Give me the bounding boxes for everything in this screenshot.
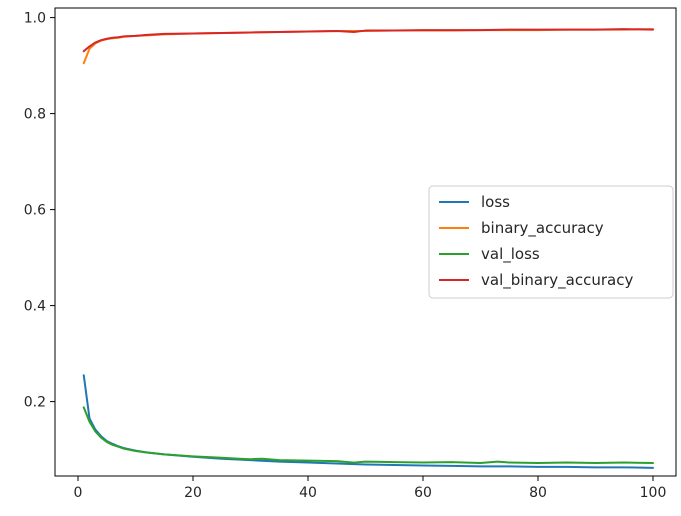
legend-label-val-loss: val_loss <box>481 245 540 264</box>
series-line-val-binary-accuracy <box>82 28 654 53</box>
x-tick-label: 20 <box>184 485 202 501</box>
x-tick-label: 0 <box>74 485 83 501</box>
y-tick-label: 0.4 <box>24 299 46 315</box>
x-tick-label: 100 <box>640 485 667 501</box>
x-axis: 0 20 40 60 80 100 <box>74 476 667 501</box>
y-tick-label: 0.6 <box>24 203 46 219</box>
legend: loss binary_accuracy val_loss val_binary_ac… <box>428 185 674 299</box>
legend-label-loss: loss <box>481 193 510 211</box>
y-tick-label: 1.0 <box>24 11 46 27</box>
y-axis: 0.2 0.4 0.6 0.8 1.0 <box>24 11 55 411</box>
legend-box <box>428 185 674 299</box>
x-tick-label: 40 <box>299 485 317 501</box>
x-tick-label: 60 <box>414 485 432 501</box>
x-tick-label: 80 <box>529 485 547 501</box>
y-tick-label: 0.2 <box>24 395 46 411</box>
legend-label-binary-accuracy: binary_accuracy <box>481 219 604 238</box>
plot-frame <box>54 7 677 477</box>
legend-label-val-binary-accuracy: val_binary_accuracy <box>481 271 633 290</box>
series-lines <box>82 28 654 469</box>
series-line-val-loss <box>82 406 654 465</box>
y-tick-label: 0.8 <box>24 107 46 123</box>
